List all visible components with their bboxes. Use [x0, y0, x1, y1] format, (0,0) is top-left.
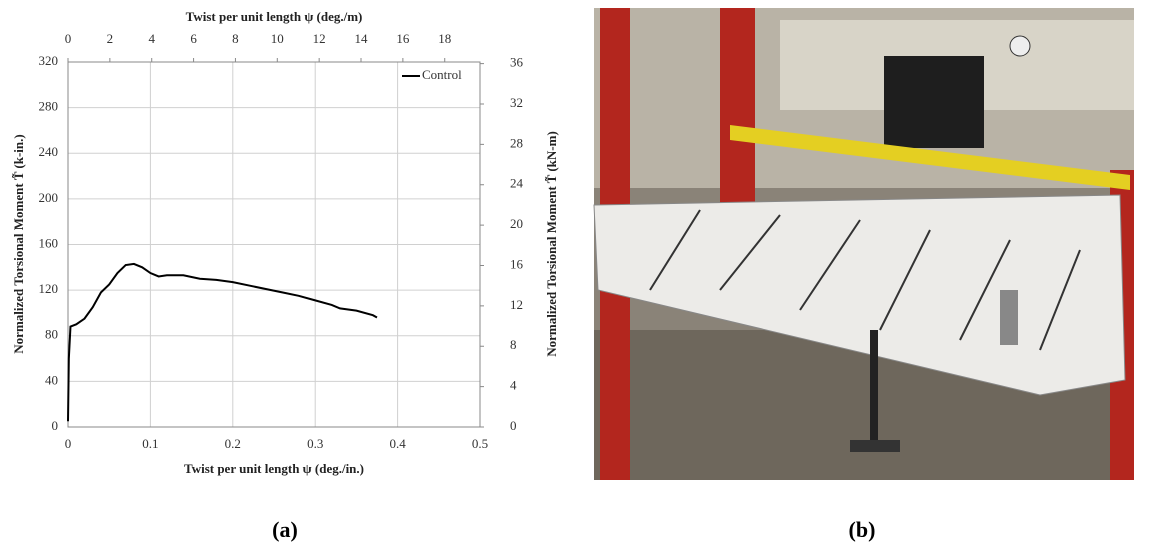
- photo: [594, 8, 1134, 480]
- x-tick-label: 0.3: [307, 436, 323, 451]
- x-tick-label: 0: [65, 436, 72, 451]
- y2-tick-label: 32: [510, 95, 523, 110]
- y2-axis-title: Normalized Torsional Moment T̃ (kN-m): [544, 131, 559, 357]
- legend-label: Control: [422, 67, 462, 82]
- y-tick-label: 40: [45, 372, 58, 387]
- data-line: [68, 264, 377, 421]
- y-tick-label: 240: [39, 144, 59, 159]
- y-tick-label: 80: [45, 327, 58, 342]
- x-tick-label: 0.4: [389, 436, 406, 451]
- y-axis-title: Normalized Torsional Moment T̃ (k-in.): [11, 134, 26, 353]
- y2-tick-label: 24: [510, 176, 524, 191]
- panel-label: (b): [849, 517, 876, 542]
- x-tick-label: 0.2: [225, 436, 241, 451]
- y2-tick-label: 4: [510, 378, 517, 393]
- y-tick-label: 320: [39, 53, 59, 68]
- y-tick-label: 0: [52, 418, 59, 433]
- figure: Twist per unit length ψ (deg./m) Twist p…: [0, 0, 1154, 550]
- x2-tick-label: 18: [438, 31, 451, 46]
- x2-tick-label: 2: [107, 31, 114, 46]
- x2-tick-label: 16: [396, 31, 410, 46]
- chart: Twist per unit length ψ (deg./m) Twist p…: [0, 0, 1154, 550]
- y-tick-label: 160: [39, 235, 59, 250]
- y2-tick-label: 36: [510, 55, 524, 70]
- x2-tick-label: 12: [313, 31, 326, 46]
- y2-tick-label: 0: [510, 418, 517, 433]
- x2-tick-label: 0: [65, 31, 72, 46]
- x2-tick-label: 8: [232, 31, 239, 46]
- x-axis-title: Twist per unit length ψ (deg./in.): [184, 461, 364, 476]
- x2-tick-label: 4: [148, 31, 155, 46]
- x2-tick-label: 6: [190, 31, 197, 46]
- y-tick-label: 280: [39, 99, 59, 114]
- x2-tick-label: 14: [355, 31, 369, 46]
- y2-tick-label: 12: [510, 297, 523, 312]
- y-tick-label: 200: [39, 190, 59, 205]
- x-tick-label: 0.5: [472, 436, 488, 451]
- y2-tick-label: 16: [510, 256, 524, 271]
- x2-axis-title: Twist per unit length ψ (deg./m): [186, 9, 363, 24]
- y2-tick-label: 20: [510, 216, 523, 231]
- y2-tick-label: 28: [510, 135, 523, 150]
- x-tick-label: 0.1: [142, 436, 158, 451]
- x2-tick-label: 10: [271, 31, 284, 46]
- y-tick-label: 120: [39, 281, 59, 296]
- panel-label: (a): [272, 517, 298, 542]
- y2-tick-label: 8: [510, 337, 517, 352]
